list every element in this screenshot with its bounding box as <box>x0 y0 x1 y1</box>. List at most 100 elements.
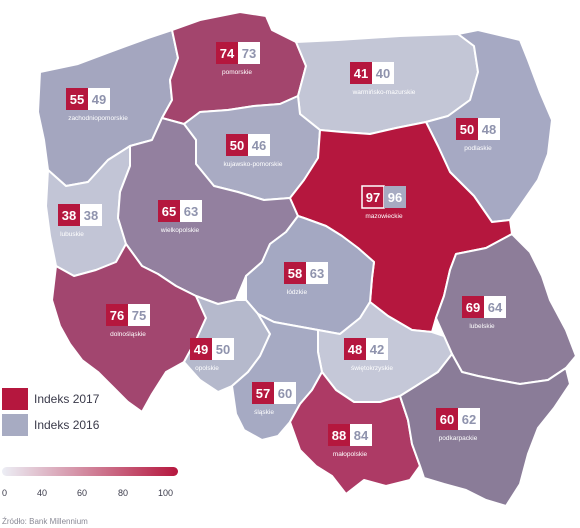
value-2016: 60 <box>278 386 292 401</box>
value-2016: 50 <box>216 342 230 357</box>
value-2017: 76 <box>110 308 124 323</box>
region-name-wielkopolskie: wielkopolskie <box>160 227 200 234</box>
badge-2017-box <box>58 204 80 226</box>
badge-2016-box <box>458 408 480 430</box>
badge-2016-box <box>248 134 270 156</box>
region-name-lodzkie: łódzkie <box>287 289 308 296</box>
badge-2016-box <box>128 304 150 326</box>
value-2017: 38 <box>62 208 76 223</box>
badge-2017-box <box>350 62 372 84</box>
badge-2017-box <box>252 382 274 404</box>
region-slaskie[interactable] <box>231 313 323 441</box>
region-name-slaskie: śląskie <box>254 409 274 416</box>
badge-2017-box <box>158 200 180 222</box>
badge-2016-box <box>366 338 388 360</box>
scale-tick-100: 100 <box>158 488 173 498</box>
value-2017: 58 <box>288 266 302 281</box>
value-2016: 46 <box>252 138 266 153</box>
badge-2016-box <box>350 424 372 446</box>
value-2017: 65 <box>162 204 176 219</box>
badge-2017-box <box>436 408 458 430</box>
badge-2016-box <box>484 296 506 318</box>
badge-2016-box <box>478 118 500 140</box>
badge-slaskie: 57 60 śląskie <box>252 382 296 416</box>
value-2017: 97 <box>366 190 380 205</box>
badge-2017-box <box>456 118 478 140</box>
region-podkarpackie[interactable] <box>399 353 571 507</box>
badge-2017-box <box>284 262 306 284</box>
legend-label-2017: Indeks 2017 <box>34 392 100 406</box>
value-2016: 64 <box>488 300 503 315</box>
badge-lubelskie: 69 64 lubelskie <box>462 296 506 330</box>
legend-swatch-2017 <box>2 388 28 410</box>
badge-warminsko-mazurskie: 41 40 warmińsko-mazurskie <box>350 62 416 96</box>
value-2017: 50 <box>460 122 474 137</box>
value-2016: 42 <box>370 342 384 357</box>
region-name-warminsko-mazurskie: warmińsko-mazurskie <box>352 89 416 96</box>
badge-kujawsko-pomorskie: 50 46 kujawsko-pomorskie <box>224 134 283 168</box>
source-note: Źródło: Bank Millennium <box>2 517 88 526</box>
value-2017: 88 <box>332 428 346 443</box>
badge-wielkopolskie: 65 63 wielkopolskie <box>158 200 202 234</box>
badge-2016-box <box>180 200 202 222</box>
badge-dolnoslaskie: 76 75 dolnośląskie <box>106 304 150 338</box>
region-name-zachodniopomorskie: zachodniopomorskie <box>68 115 128 122</box>
region-name-kujawsko-pomorskie: kujawsko-pomorskie <box>224 161 283 168</box>
badge-lodzkie: 58 63 łódzkie <box>284 262 328 296</box>
value-2017: 48 <box>348 342 362 357</box>
badge-2017-box <box>106 304 128 326</box>
value-2017: 49 <box>194 342 208 357</box>
badge-pomorskie: 74 73 pomorskie <box>216 42 260 76</box>
value-2017: 74 <box>220 46 235 61</box>
value-2016: 40 <box>376 66 390 81</box>
value-2016: 62 <box>462 412 476 427</box>
badge-2016-box <box>88 88 110 110</box>
badge-2016-box <box>306 262 328 284</box>
value-2016: 48 <box>482 122 496 137</box>
badge-2017-box <box>216 42 238 64</box>
color-scale-bar <box>2 467 178 476</box>
badge-2016-box <box>372 62 394 84</box>
badge-lubuskie: 38 38 lubuskie <box>58 204 102 238</box>
value-2016: 84 <box>354 428 369 443</box>
value-2017: 55 <box>70 92 84 107</box>
region-name-malopolskie: małopolskie <box>333 451 368 458</box>
badge-2016-box <box>238 42 260 64</box>
badge-podlaskie: 50 48 podlaskie <box>456 118 500 152</box>
value-2016: 63 <box>310 266 324 281</box>
region-name-lubuskie: lubuskie <box>60 231 84 238</box>
region-name-podlaskie: podlaskie <box>464 145 492 152</box>
badge-swietokrzyskie: 48 42 świętokrzyskie <box>344 338 393 372</box>
badge-zachodniopomorskie: 55 49 zachodniopomorskie <box>66 88 128 122</box>
badge-2016-box <box>384 186 406 208</box>
value-2016: 49 <box>92 92 106 107</box>
badge-2017-box <box>226 134 248 156</box>
region-name-mazowieckie: mazowieckie <box>365 213 403 220</box>
region-name-swietokrzyskie: świętokrzyskie <box>351 365 393 372</box>
scale-tick-40: 40 <box>37 488 47 498</box>
badge-2017-box <box>462 296 484 318</box>
badge-podkarpackie: 60 62 podkarpackie <box>436 408 480 442</box>
value-2017: 60 <box>440 412 454 427</box>
badge-2017-box <box>344 338 366 360</box>
value-2017: 41 <box>354 66 368 81</box>
legend-label-2016: Indeks 2016 <box>34 418 100 432</box>
badge-2016-box <box>274 382 296 404</box>
value-2017: 57 <box>256 386 270 401</box>
value-2016: 73 <box>242 46 256 61</box>
badge-2017-box <box>328 424 350 446</box>
value-2016: 63 <box>184 204 198 219</box>
region-name-dolnoslaskie: dolnośląskie <box>110 331 146 338</box>
scale-tick-80: 80 <box>118 488 128 498</box>
value-2017: 69 <box>466 300 480 315</box>
scale-tick-60: 60 <box>77 488 87 498</box>
value-2016: 75 <box>132 308 146 323</box>
color-scale: 0 40 60 80 100 <box>2 467 178 498</box>
badge-opolskie: 49 50 opolskie <box>190 338 234 372</box>
legend: Indeks 2017 Indeks 2016 <box>2 388 100 436</box>
region-name-lubelskie: lubelskie <box>469 323 495 330</box>
value-2016: 38 <box>84 208 98 223</box>
badge-malopolskie: 88 84 małopolskie <box>328 424 372 458</box>
